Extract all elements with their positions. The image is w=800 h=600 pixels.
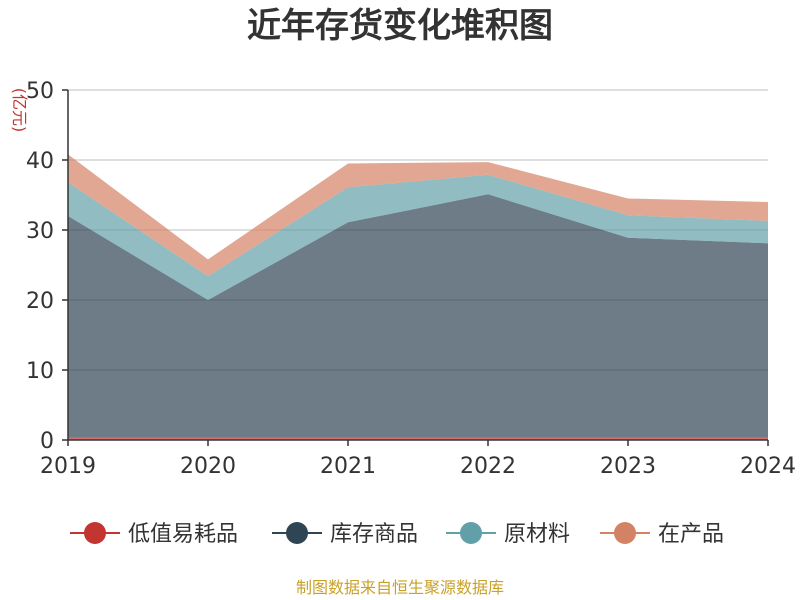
area-series <box>68 174 768 300</box>
legend-marker <box>460 522 482 544</box>
y-tick-label: 10 <box>26 359 54 384</box>
x-tick-label: 2021 <box>320 454 376 479</box>
x-tick-labels: 2019 2020 2021 2022 2023 2024 <box>40 440 796 479</box>
legend-label: 在产品 <box>658 522 724 547</box>
x-tick-label: 2024 <box>740 454 796 479</box>
y-unit-label: (亿元) <box>10 88 29 133</box>
legend-label: 原材料 <box>504 522 570 547</box>
legend-label: 低值易耗品 <box>128 522 238 547</box>
y-tick-label: 40 <box>26 149 54 174</box>
y-tick-label: 50 <box>26 79 54 104</box>
legend: 低值易耗品 库存商品 原材料 在产品 <box>70 522 724 547</box>
x-tick-label: 2022 <box>460 454 516 479</box>
legend-item[interactable]: 原材料 <box>446 522 570 547</box>
y-tick-label: 20 <box>26 289 54 314</box>
legend-marker <box>84 522 106 544</box>
area-series <box>68 194 768 438</box>
y-tick-labels: 0 10 20 30 40 50 <box>26 79 68 454</box>
legend-marker <box>614 522 636 544</box>
x-tick-label: 2023 <box>600 454 656 479</box>
chart-title: 近年存货变化堆积图 <box>247 6 553 46</box>
legend-item[interactable]: 在产品 <box>600 522 724 547</box>
legend-item[interactable]: 库存商品 <box>272 522 418 547</box>
data-source-note: 制图数据来自恒生聚源数据库 <box>295 578 504 597</box>
x-tick-label: 2020 <box>180 454 236 479</box>
axes <box>67 90 768 441</box>
y-tick-label: 0 <box>40 429 54 454</box>
area-series-layer <box>68 154 768 440</box>
legend-label: 库存商品 <box>330 522 418 547</box>
area-series <box>68 154 768 277</box>
legend-marker <box>286 522 308 544</box>
legend-item[interactable]: 低值易耗品 <box>70 522 238 547</box>
x-tick-label: 2019 <box>40 454 96 479</box>
y-tick-label: 30 <box>26 219 54 244</box>
